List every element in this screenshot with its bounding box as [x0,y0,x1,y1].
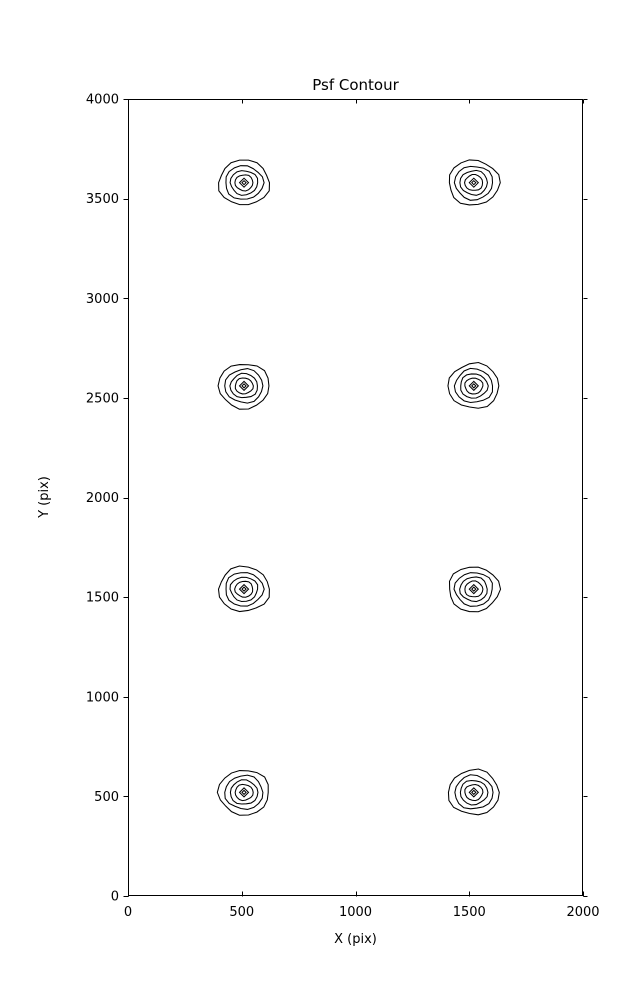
y-tick-label: 4000 [86,93,119,108]
contour-level-ring [224,368,264,404]
contour-level-ring [238,177,250,188]
psf-source-contour [216,770,269,816]
contour-level-ring [459,779,489,806]
contour-level-ring [234,377,254,395]
contour-level-ring [217,565,270,613]
psf-source-contour [218,159,270,206]
y-tick-label: 500 [94,790,119,805]
x-tick-labels-group: 0 500 1000 1500 2000 [124,905,600,920]
psf-source-contour [447,362,500,409]
y-axis-label: Y (pix) [37,476,52,519]
contour-level-ring [471,586,477,592]
contour-level-ring [463,173,484,191]
contour-level-ring [468,583,480,595]
contour-level-ring [453,572,493,607]
contour-level-ring [471,383,477,389]
contour-sources-group [216,159,502,816]
x-tick-label: 500 [229,905,254,920]
y-tick-label: 1500 [86,591,119,606]
contour-level-ring [464,377,484,395]
contour-level-ring [464,783,484,802]
x-tick-label: 0 [124,905,132,920]
y-tick-label: 1000 [86,690,119,705]
contour-level-ring [454,774,494,810]
y-tick-label: 2500 [86,391,119,406]
contour-level-ring [241,179,247,186]
contour-level-ring [447,768,500,816]
contour-level-ring [234,580,254,598]
y-tick-label: 3500 [86,192,119,207]
y-tick-label: 2000 [86,491,119,506]
contour-level-ring [216,770,269,816]
contour-level-ring [241,789,247,796]
x-tick-label: 2000 [566,905,599,920]
axes-background [128,99,583,896]
x-tick-label: 1500 [453,905,486,920]
contour-level-ring [217,364,270,410]
y-tick-label: 0 [111,890,119,905]
contour-level-ring [238,380,250,392]
psf-source-contour [217,364,270,410]
y-tick-label: 3000 [86,292,119,307]
contour-level-ring [447,362,500,409]
contour-level-ring [453,165,494,201]
contour-level-ring [459,169,488,196]
psf-source-contour [217,565,270,613]
contour-level-ring [218,159,270,206]
y-tick-labels-group: 0 500 1000 1500 2000 2500 3000 3500 4000 [86,93,119,905]
contour-level-ring [460,373,489,399]
axes-spines [128,99,583,896]
contour-level-ring [468,177,480,188]
contour-level-ring [225,572,265,607]
contour-level-ring [234,174,254,192]
contour-level-ring [238,787,250,798]
contour-level-ring [241,586,247,592]
contour-level-ring [241,383,247,389]
contour-level-ring [224,774,264,810]
x-axis-label: X (pix) [334,932,377,947]
contour-level-ring [464,580,484,598]
contour-level-ring [238,583,250,595]
contour-level-ring [234,783,254,802]
contour-level-ring [468,787,480,798]
contour-level-ring [229,779,259,805]
contour-level-ring [471,789,477,796]
contour-level-ring [229,576,259,603]
contour-level-ring [229,170,259,196]
contour-level-ring [229,372,258,399]
contour-level-ring [471,179,477,186]
contour-level-ring [225,165,265,200]
psf-source-contour [447,768,500,816]
contour-level-ring [448,566,502,613]
x-tick-label: 1000 [339,905,372,920]
psf-source-contour [448,566,502,613]
chart-title: Psf Contour [312,76,399,94]
contour-level-ring [459,576,488,603]
contour-level-ring [453,367,494,403]
psf-source-contour [448,159,501,206]
contour-level-ring [468,380,480,392]
tick-marks-group [123,99,588,897]
contour-level-ring [448,159,501,206]
